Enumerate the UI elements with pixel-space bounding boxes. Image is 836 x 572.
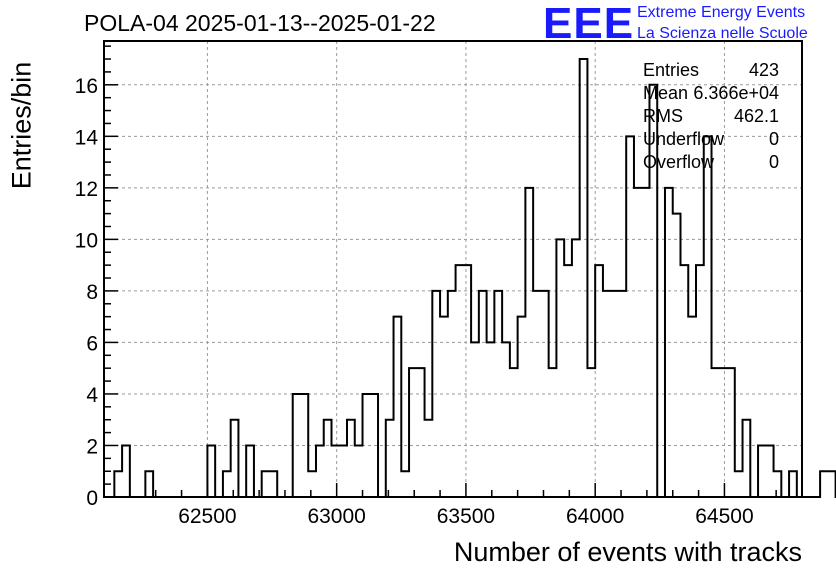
stat-mean-label: Mean	[643, 83, 689, 103]
eee-logo: EEE	[543, 0, 635, 48]
grid-lines	[104, 41, 802, 497]
x-tick-label: 64500	[695, 505, 753, 528]
x-tick-label: 63500	[437, 505, 495, 528]
x-axis: 62500 63000 63500 64000 64500	[103, 483, 803, 528]
stat-underflow-label: Underflow	[643, 129, 725, 149]
y-axis: 0 2 4 6 8 10 12 14 16	[75, 45, 118, 510]
y-axis-label: Entries/bin	[6, 61, 37, 190]
stat-overflow-label: Overflow	[643, 152, 715, 172]
stat-rms-value: 462.1	[733, 106, 779, 126]
x-axis-label: Number of events with tracks	[453, 537, 802, 567]
y-tick-label: 8	[86, 281, 98, 304]
stat-underflow-value: 0	[768, 129, 779, 149]
logo-line-2: La Scienza nelle Scuole	[637, 25, 808, 42]
y-tick-label: 10	[75, 229, 98, 252]
y-tick-label: 4	[86, 384, 98, 407]
x-tick-label: 64000	[566, 505, 624, 528]
logo-line-1: Extreme Energy Events	[637, 4, 806, 21]
y-tick-label: 14	[75, 126, 99, 149]
stat-mean-value: 6.366e+04	[693, 83, 779, 103]
stat-rms-label: RMS	[643, 106, 683, 126]
y-tick-label: 12	[75, 178, 98, 201]
stat-overflow-value: 0	[768, 152, 779, 172]
x-tick-label: 62500	[178, 505, 236, 528]
y-tick-label: 16	[75, 75, 98, 98]
chart-title: POLA-04 2025-01-13--2025-01-22	[84, 10, 436, 36]
stat-entries-label: Entries	[643, 60, 700, 80]
plot-frame	[103, 40, 803, 498]
y-tick-label: 6	[86, 332, 98, 355]
stat-entries-value: 423	[748, 60, 779, 80]
y-tick-label: 0	[86, 487, 98, 510]
histogram-series	[106, 58, 836, 498]
y-tick-label: 2	[86, 435, 98, 458]
x-tick-label: 63000	[307, 505, 365, 528]
